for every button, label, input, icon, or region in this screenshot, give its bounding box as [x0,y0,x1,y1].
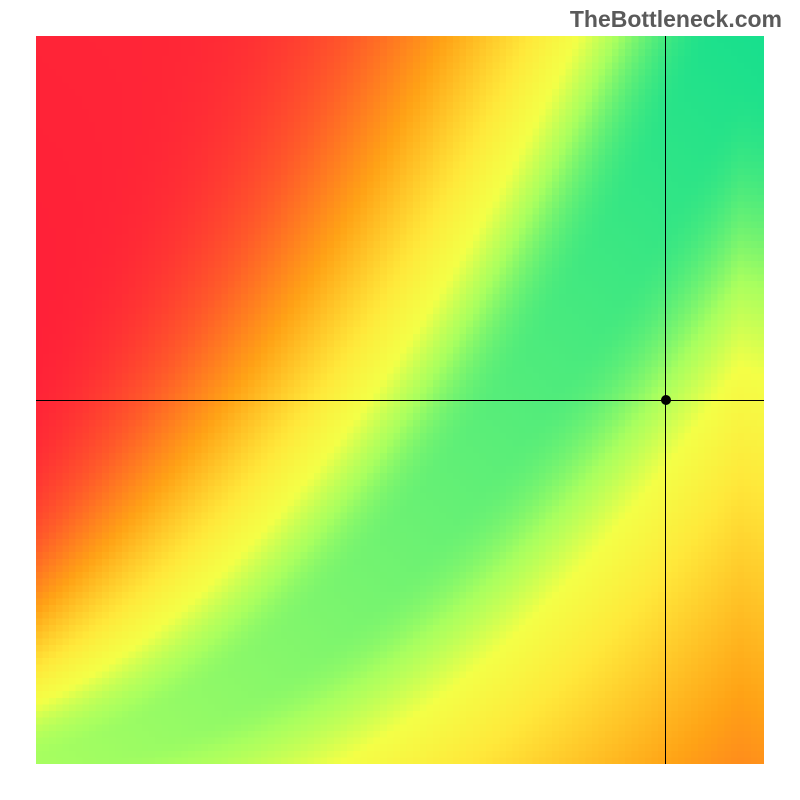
figure-container: TheBottleneck.com [0,0,800,800]
crosshair-marker [661,395,671,405]
crosshair-horizontal [36,400,764,401]
watermark-label: TheBottleneck.com [570,6,782,33]
